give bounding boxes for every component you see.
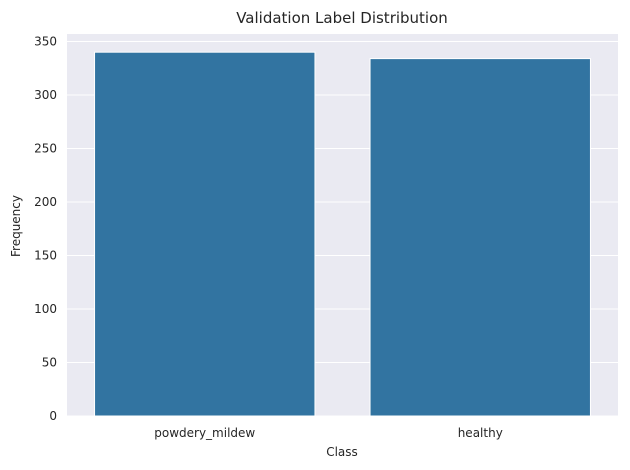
- y-tick-label: 50: [42, 355, 57, 369]
- x-axis-ticks: powdery_mildew healthy: [154, 426, 503, 440]
- y-tick-label: 250: [34, 141, 57, 155]
- y-tick-label: 300: [34, 88, 57, 102]
- y-tick-label: 0: [49, 409, 57, 423]
- x-tick-label: powdery_mildew: [154, 426, 255, 440]
- y-tick-label: 200: [34, 195, 57, 209]
- bar-powdery-mildew: [94, 51, 316, 417]
- y-tick-label: 100: [34, 302, 57, 316]
- bar-healthy: [369, 58, 591, 417]
- chart-title: Validation Label Distribution: [236, 9, 448, 27]
- bars: [94, 51, 591, 417]
- y-tick-label: 150: [34, 248, 57, 262]
- x-tick-label: healthy: [458, 426, 503, 440]
- y-axis-ticks: 0 50 100 150 200 250 300 350: [34, 34, 57, 423]
- x-axis-label: Class: [326, 445, 358, 459]
- y-axis-label: Frequency: [9, 195, 23, 257]
- y-tick-label: 350: [34, 34, 57, 48]
